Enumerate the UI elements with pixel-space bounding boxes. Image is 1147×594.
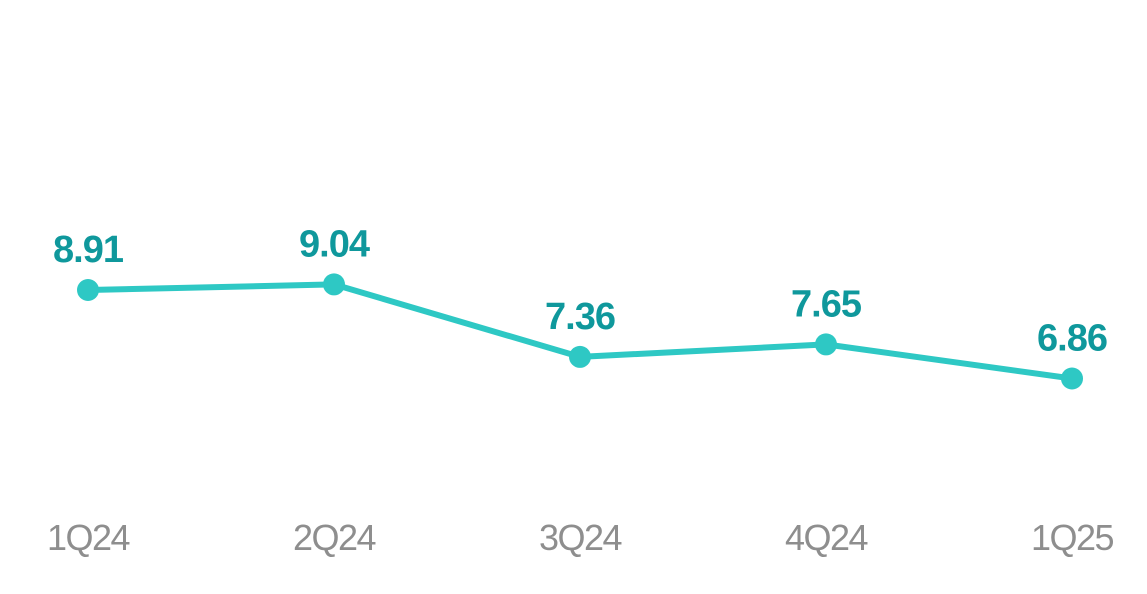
data-point-marker [77,279,99,301]
x-axis-tick-label: 1Q24 [47,517,130,558]
data-point-marker [569,345,591,368]
point-value-label: 6.86 [1037,318,1107,360]
point-value-label: 7.65 [791,283,862,325]
point-value-label: 8.91 [53,229,124,271]
data-point-marker [815,333,837,356]
data-point-marker [323,273,345,296]
data-point-marker [1061,367,1083,390]
x-axis-tick-label: 3Q24 [539,517,622,558]
x-axis-tick-label: 1Q25 [1031,517,1114,558]
point-value-label: 7.36 [545,296,615,338]
point-value-label: 9.04 [299,223,370,265]
x-axis-tick-label: 4Q24 [785,517,868,558]
x-axis-tick-label: 2Q24 [293,517,376,558]
